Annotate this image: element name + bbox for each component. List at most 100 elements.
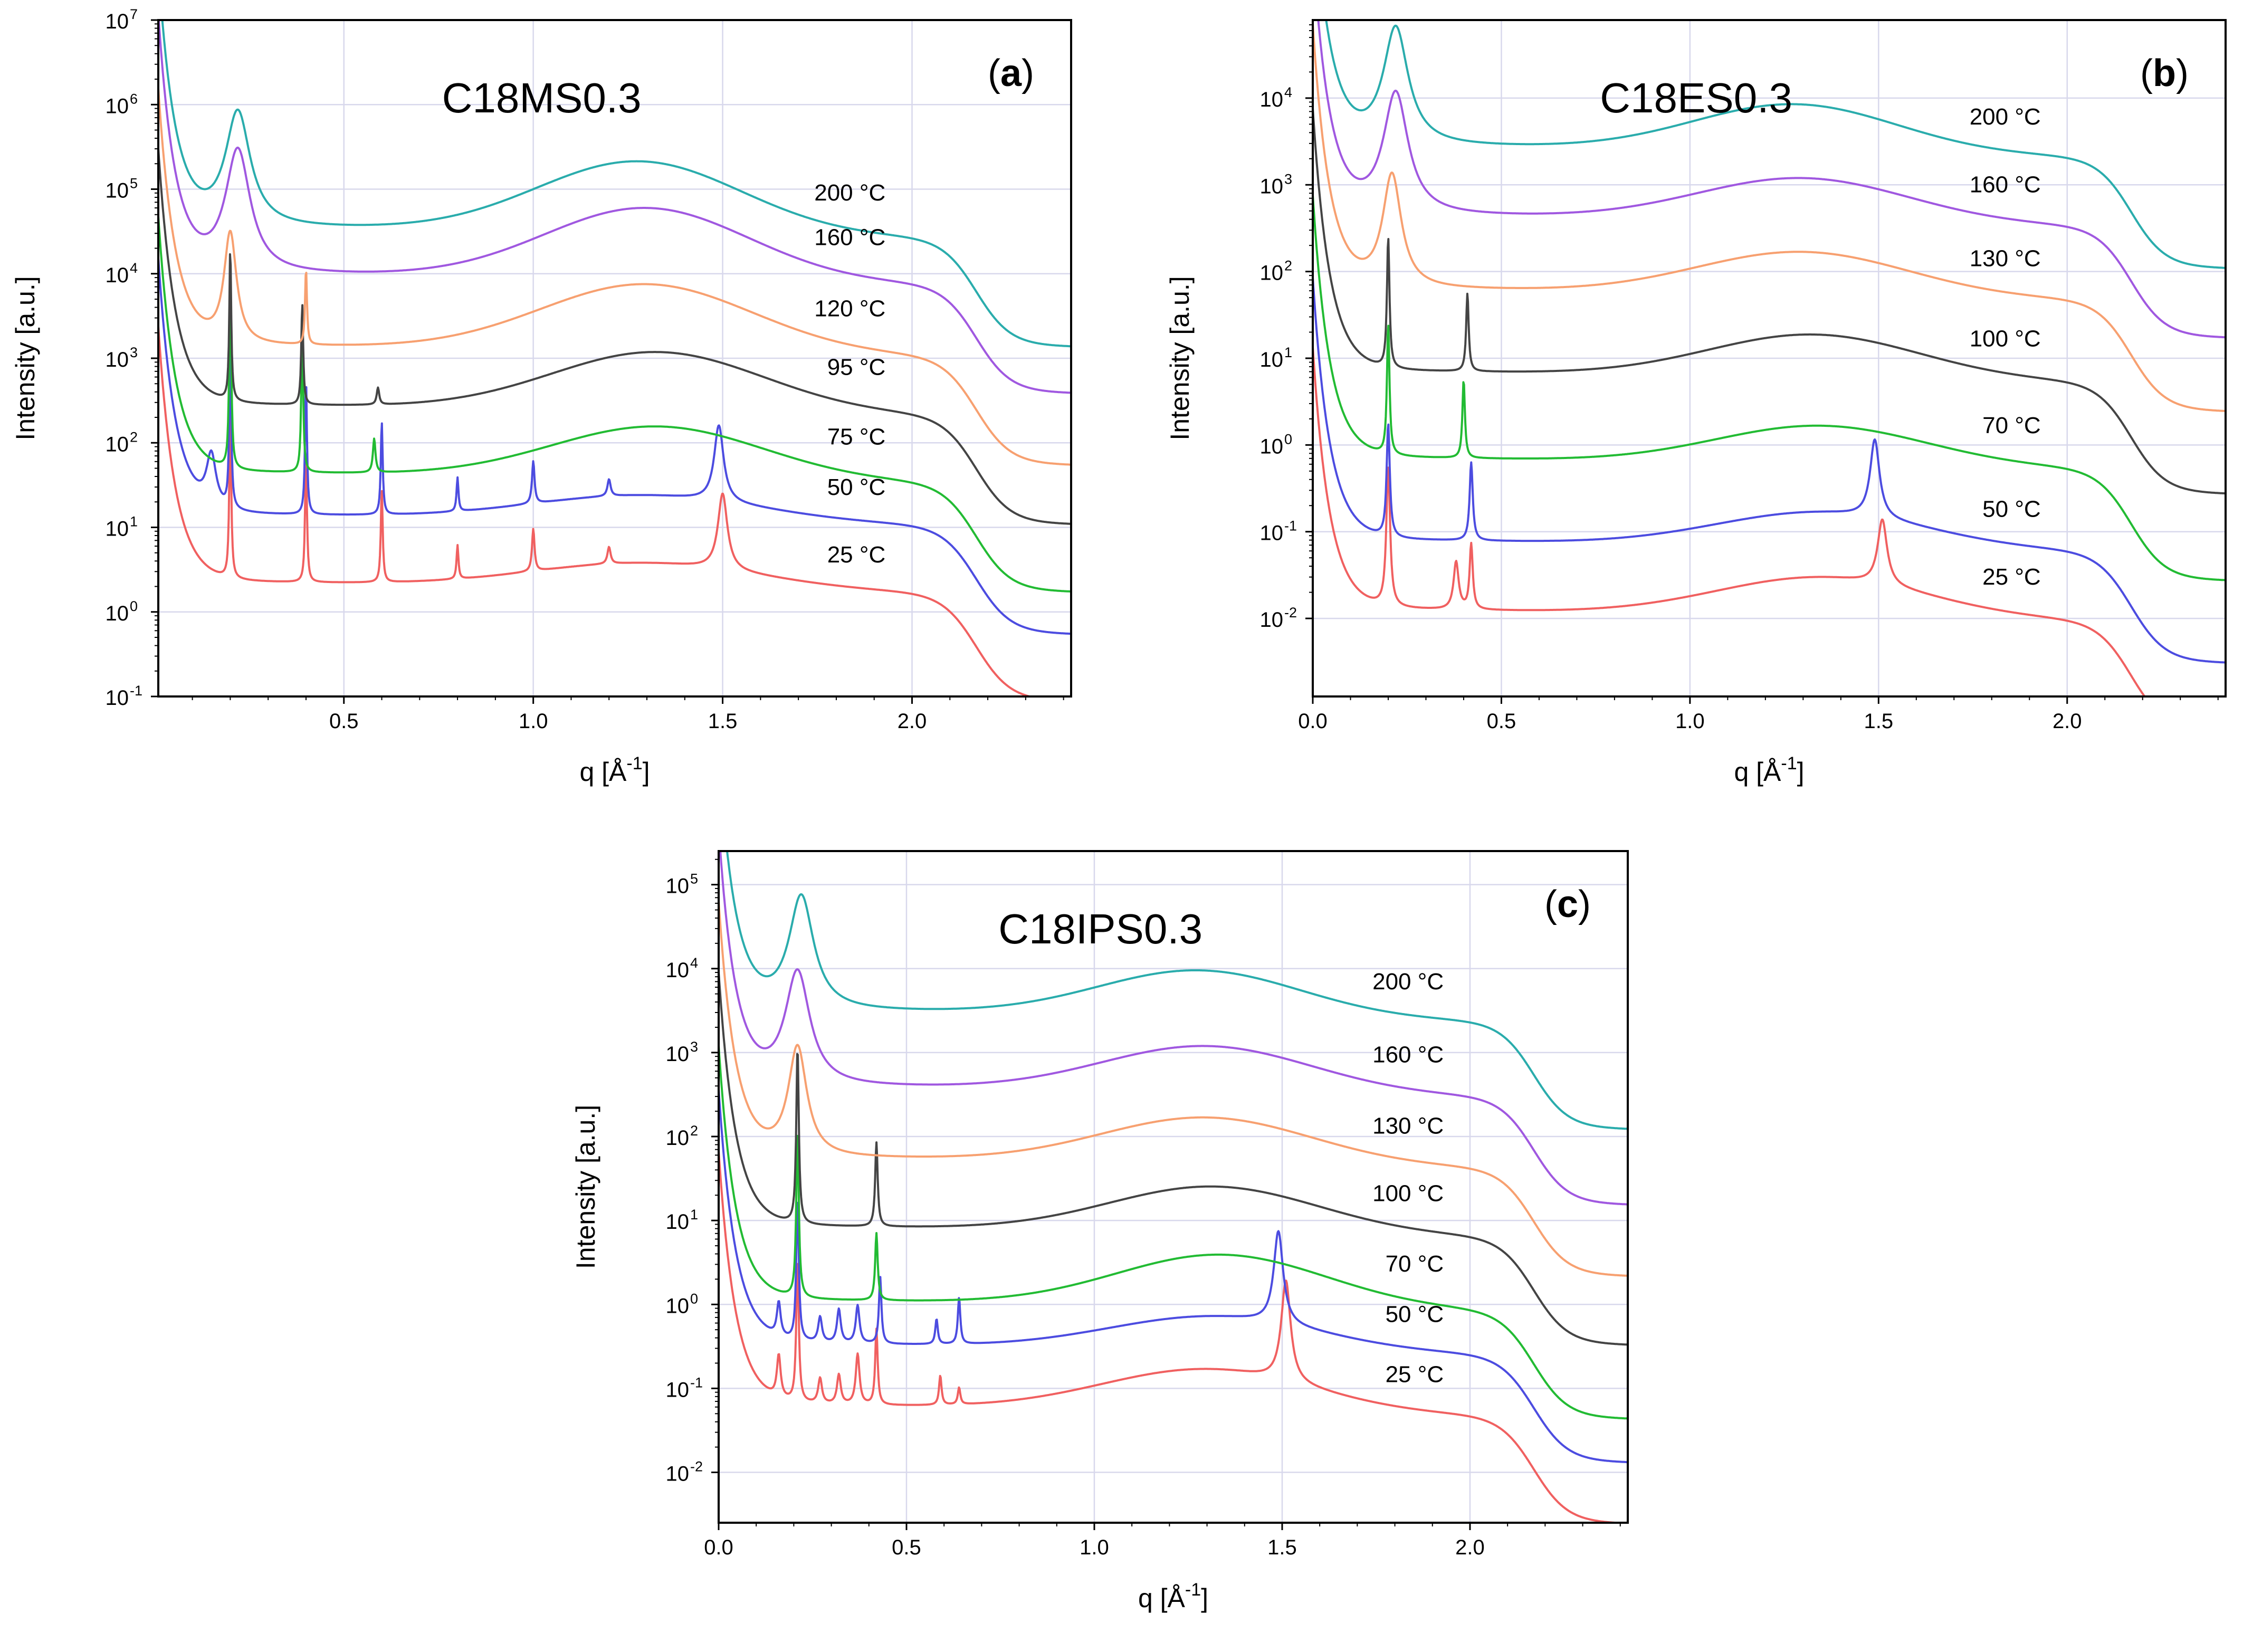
- series-label: 50 °C: [1982, 496, 2041, 522]
- chart-title: C18MS0.3: [442, 74, 642, 121]
- series-label: 130 °C: [1970, 245, 2041, 271]
- y-tick-exponent: 1: [690, 1207, 698, 1223]
- series-line-200c: [726, 851, 1628, 1130]
- series-line-50c: [719, 1089, 1628, 1464]
- series-line-25c: [719, 1150, 1628, 1523]
- y-tick-exponent: 1: [130, 514, 138, 530]
- y-tick-exponent: 2: [130, 429, 138, 445]
- y-tick-label: 10: [1260, 348, 1284, 371]
- series-line-70c: [719, 1045, 1628, 1420]
- y-tick-label: 10: [106, 686, 129, 710]
- y-tick-exponent: 1: [1284, 345, 1292, 360]
- y-tick-label: 10: [106, 94, 129, 118]
- series-line-100c: [719, 971, 1628, 1346]
- x-tick-label: 1.5: [708, 710, 738, 733]
- series-line-100c: [1313, 108, 2226, 495]
- y-tick-label: 10: [1260, 175, 1284, 198]
- series-line-25c: [1313, 347, 2146, 696]
- x-tick-label: 0.5: [329, 710, 359, 733]
- x-axis-label: q [Å-1]: [1138, 1580, 1208, 1613]
- series-label: 160 °C: [1372, 1042, 1444, 1067]
- x-axis-label: q [Å-1]: [579, 753, 650, 787]
- x-tick-label: 0.5: [892, 1536, 921, 1559]
- plot-area: [719, 851, 1628, 1523]
- y-tick-exponent: 3: [130, 345, 138, 360]
- y-tick-exponent: 6: [130, 91, 138, 107]
- series-label: 95 °C: [827, 354, 886, 380]
- x-tick-label: 1.0: [519, 710, 548, 733]
- series-line-200c: [161, 20, 1071, 348]
- series-label: 130 °C: [1372, 1113, 1444, 1139]
- y-tick-exponent: 0: [690, 1291, 698, 1306]
- y-tick-exponent: 3: [690, 1039, 698, 1055]
- y-tick-label: 10: [106, 518, 129, 541]
- y-tick-label: 10: [666, 1294, 690, 1317]
- y-tick-label: 10: [666, 1126, 690, 1150]
- series-label: 200 °C: [1372, 969, 1444, 995]
- panel-label: (b): [2140, 52, 2189, 94]
- y-tick-exponent: 4: [690, 955, 698, 971]
- x-tick-label: 0.5: [1487, 710, 1516, 733]
- x-tick-label: 2.0: [2053, 710, 2082, 733]
- series-label: 50 °C: [1386, 1302, 1444, 1328]
- series-line-120c: [158, 88, 1071, 466]
- y-axis-label: Intensity [a.u.]: [1165, 276, 1195, 440]
- chart-title: C18ES0.3: [1600, 74, 1792, 121]
- y-tick-exponent: 2: [1284, 258, 1292, 274]
- y-tick-exponent: 4: [1284, 84, 1292, 100]
- series-label: 25 °C: [1386, 1362, 1444, 1388]
- x-tick-label: 1.0: [1080, 1536, 1109, 1559]
- x-tick-label: 1.5: [1864, 710, 1894, 733]
- y-tick-label: 10: [666, 1463, 690, 1486]
- y-tick-exponent: -1: [130, 683, 142, 699]
- series-line-130c: [1313, 24, 2226, 412]
- panel-label: (c): [1544, 883, 1591, 925]
- y-tick-exponent: 0: [1284, 431, 1292, 447]
- x-tick-label: 2.0: [1455, 1536, 1485, 1559]
- series-label: 200 °C: [814, 180, 885, 206]
- y-tick-exponent: -2: [690, 1459, 703, 1475]
- series-label: 120 °C: [814, 295, 885, 321]
- y-tick-exponent: 7: [130, 6, 138, 22]
- plot-area: [1313, 20, 2226, 696]
- x-tick-label: 1.0: [1675, 710, 1705, 733]
- y-tick-label: 10: [1260, 435, 1284, 458]
- y-tick-label: 10: [1260, 88, 1284, 111]
- series-label: 25 °C: [827, 542, 886, 568]
- panel-label: (a): [988, 52, 1034, 94]
- series-label: 160 °C: [1970, 172, 2041, 198]
- series-line-200c: [1325, 20, 2226, 269]
- x-tick-label: 1.5: [1267, 1536, 1297, 1559]
- y-tick-label: 10: [666, 1210, 690, 1234]
- x-tick-label: 0.0: [704, 1536, 733, 1559]
- series-label: 70 °C: [1386, 1251, 1444, 1277]
- plot-frame: [718, 850, 1629, 1524]
- y-tick-label: 10: [106, 433, 129, 456]
- x-tick-label: 2.0: [898, 710, 927, 733]
- series-label: 100 °C: [1970, 326, 2041, 352]
- series-line-160c: [1317, 20, 2226, 339]
- series-label: 25 °C: [1982, 564, 2041, 590]
- y-tick-label: 10: [666, 1043, 690, 1066]
- y-tick-label: 10: [1260, 608, 1284, 632]
- plot-area: [158, 20, 1071, 696]
- series-line-75c: [158, 216, 1071, 593]
- y-tick-label: 10: [666, 1378, 690, 1401]
- x-axis-label: q [Å-1]: [1734, 753, 1804, 787]
- y-tick-exponent: 3: [1284, 171, 1292, 187]
- y-tick-exponent: 4: [130, 260, 138, 276]
- y-tick-exponent: -2: [1284, 605, 1297, 620]
- y-tick-exponent: 5: [690, 871, 698, 887]
- y-axis-label: Intensity [a.u.]: [571, 1105, 600, 1269]
- series-line-130c: [719, 901, 1628, 1277]
- y-tick-exponent: 2: [690, 1123, 698, 1139]
- series-label: 70 °C: [1982, 413, 2041, 438]
- y-tick-exponent: 5: [130, 176, 138, 192]
- y-axis-label: Intensity [a.u.]: [11, 276, 40, 440]
- series-label: 50 °C: [827, 474, 886, 500]
- series-line-50c: [158, 257, 1071, 635]
